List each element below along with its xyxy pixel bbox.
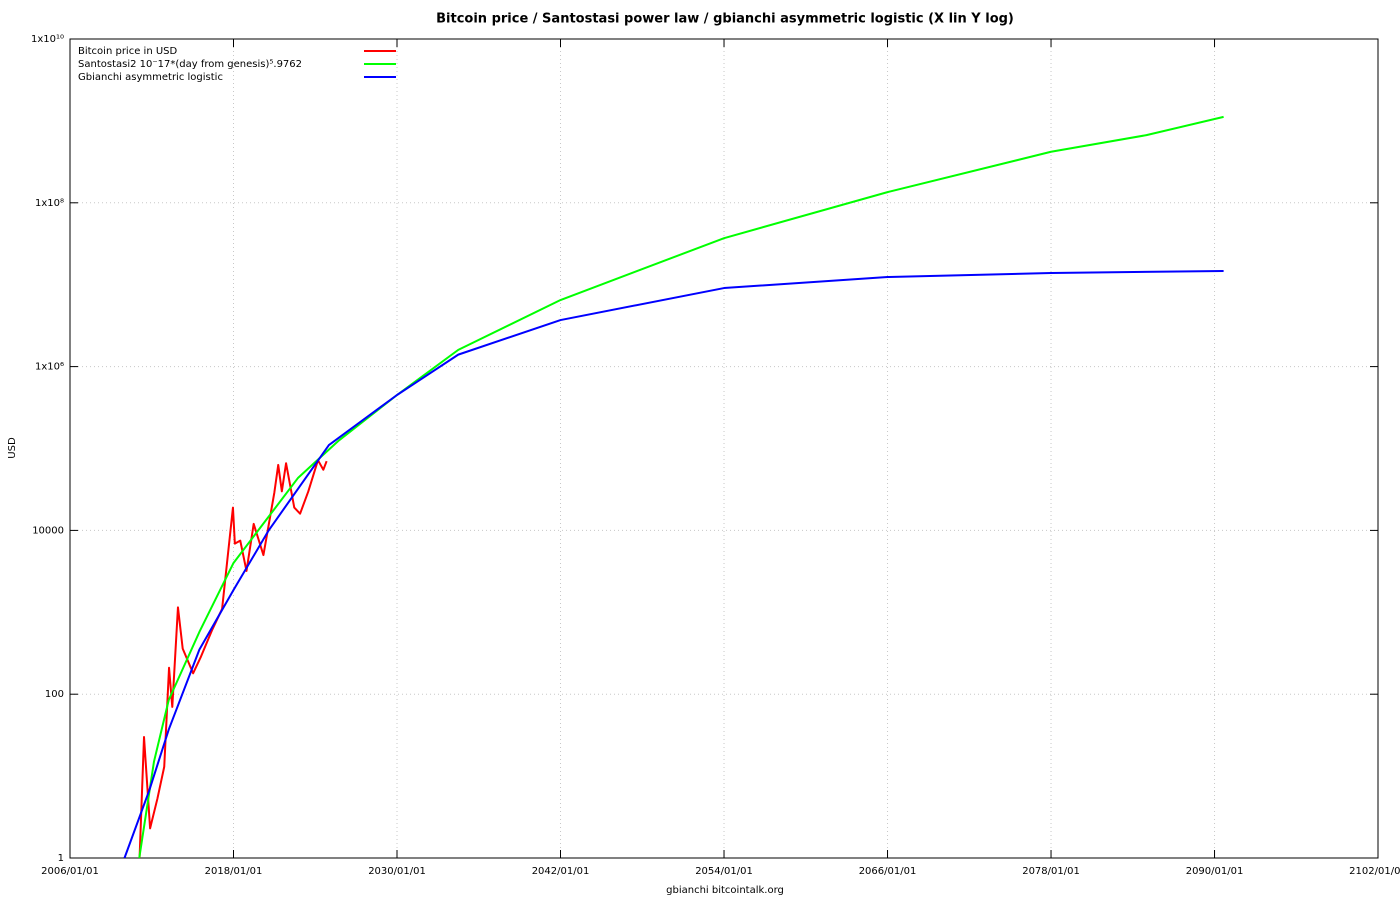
x-tick-label: 2054/01/01	[695, 866, 753, 877]
series-line	[138, 115, 1224, 858]
y-tick-label: 1x10⁶	[35, 362, 64, 373]
y-tick-label: 1x10¹⁰	[31, 34, 64, 45]
x-tick-label: 2006/01/01	[41, 866, 99, 877]
y-axis-label: USD	[7, 437, 18, 459]
y-tick-label: 1x10⁸	[35, 198, 64, 209]
series-line	[123, 270, 1224, 858]
x-axis-label: gbianchi bitcointalk.org	[666, 885, 784, 896]
x-tick-label: 2018/01/01	[205, 866, 263, 877]
x-tick-label: 2102/01/01	[1349, 866, 1400, 877]
x-tick-label: 2066/01/01	[859, 866, 917, 877]
legend-label: Gbianchi asymmetric logistic	[78, 72, 223, 83]
legend-label: Bitcoin price in USD	[78, 46, 177, 57]
x-tick-label: 2042/01/01	[532, 866, 590, 877]
y-tick-label: 1	[58, 853, 64, 864]
series-line	[138, 459, 328, 858]
plot-border	[69, 38, 1379, 859]
y-tick-label: 100	[45, 689, 64, 700]
y-tick-label: 10000	[32, 525, 64, 536]
x-tick-label: 2078/01/01	[1022, 866, 1080, 877]
legend-label: Santostasi2 10⁻17*(day from genesis)⁵.97…	[78, 59, 302, 70]
chart-title: Bitcoin price / Santostasi power law / g…	[436, 12, 1014, 27]
x-tick-label: 2090/01/01	[1186, 866, 1244, 877]
x-tick-label: 2030/01/01	[368, 866, 426, 877]
